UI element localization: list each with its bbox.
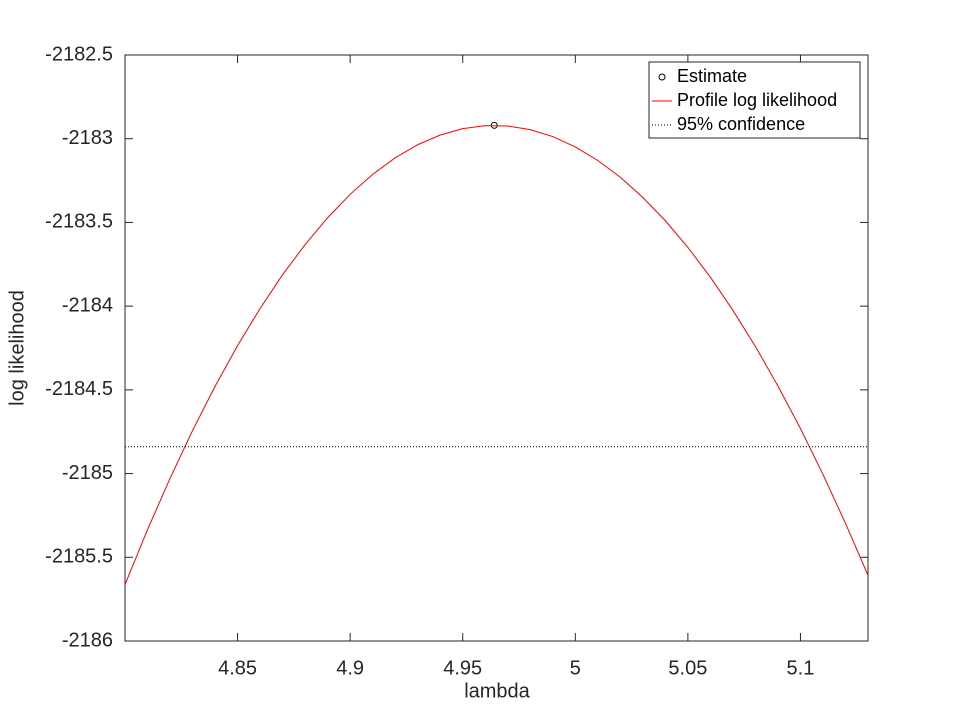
x-tick-label: 5.05 xyxy=(668,657,707,679)
y-tick-label: -2184 xyxy=(62,294,113,316)
legend-label: Estimate xyxy=(677,66,747,86)
legend: Estimate Profile log likelihood 95% confid… xyxy=(648,61,861,139)
y-tick-label: -2184.5 xyxy=(45,378,113,400)
y-tick-label: -2182.5 xyxy=(45,43,113,65)
x-tick-label: 4.85 xyxy=(218,657,257,679)
x-tick-label: 5.1 xyxy=(787,657,815,679)
x-axis-label: lambda xyxy=(464,680,530,702)
legend-box xyxy=(648,61,861,139)
y-tick-label: -2183 xyxy=(62,127,113,149)
y-tick-label: -2186 xyxy=(62,629,113,651)
legend-label: 95% confidence xyxy=(677,114,805,134)
y-tick-label: -2185.5 xyxy=(45,546,113,568)
y-tick-label: -2185 xyxy=(62,462,113,484)
likelihood-line xyxy=(124,125,869,585)
legend-label: Profile log likelihood xyxy=(677,90,837,110)
y-axis-label: log likelihood xyxy=(6,290,28,406)
x-tick-label: 4.95 xyxy=(443,657,482,679)
legend-symbol xyxy=(658,73,666,81)
x-tick-label: 4.9 xyxy=(336,657,364,679)
plot-area xyxy=(124,54,869,642)
y-tick-label: -2183.5 xyxy=(45,211,113,233)
x-tick-label: 5 xyxy=(570,657,581,679)
